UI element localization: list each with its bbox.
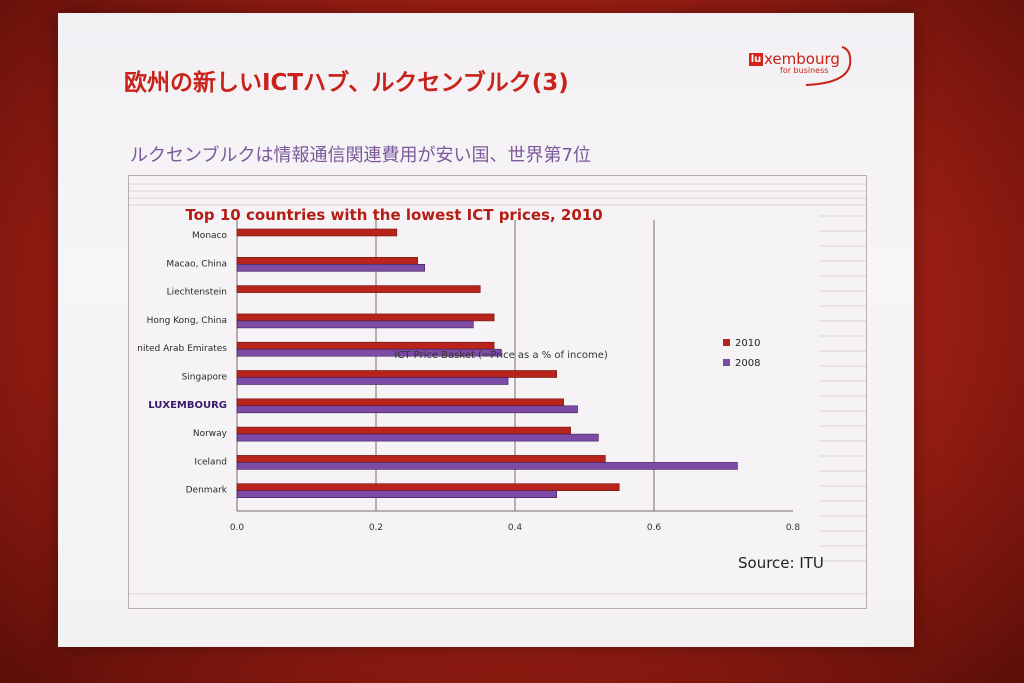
bar-2010 <box>236 228 398 237</box>
logo-swoosh-icon <box>805 46 852 86</box>
bar-2008 <box>236 405 578 414</box>
slide: 欧州の新しいICTハブ、ルクセンブルク(3) lu xembourg for b… <box>58 13 914 647</box>
bar-2010 <box>236 483 620 492</box>
bar-2008 <box>236 433 599 442</box>
bar-2010 <box>236 257 418 265</box>
x-tick-label: 0.6 <box>647 523 662 533</box>
x-tick-label: 0.8 <box>786 523 801 533</box>
x-tick-label: 0.0 <box>230 523 245 533</box>
bar-2008 <box>236 462 738 470</box>
x-tick-label: 0.2 <box>369 523 383 533</box>
bar-2010 <box>236 370 558 378</box>
legend-label: 2010 <box>735 338 760 349</box>
x-tick-label: 0.4 <box>508 523 523 533</box>
bar-2008 <box>236 377 509 385</box>
bar-2010 <box>236 455 606 463</box>
category-label: Singapore <box>182 373 228 383</box>
category-label: Norway <box>193 429 228 439</box>
category-label: Liechtenstein <box>167 288 227 298</box>
bar-2008 <box>236 320 474 329</box>
slide-subtitle: ルクセンブルクは情報通信関連費用が安い国、世界第7位 <box>130 145 591 166</box>
bar-2010 <box>236 426 571 435</box>
logo-badge: lu <box>749 53 763 66</box>
bar-2010 <box>236 398 564 407</box>
category-label: Macao, China <box>166 259 227 269</box>
logo-word: xembourg <box>764 50 840 68</box>
chart-title: Top 10 countries with the lowest ICT pri… <box>185 206 602 224</box>
legend-swatch <box>723 339 730 346</box>
legend-label: 2008 <box>735 358 760 369</box>
bar-2008 <box>236 264 425 272</box>
luxembourg-logo: lu xembourg for business <box>746 43 866 91</box>
category-label: Iceland <box>194 457 227 467</box>
slide-title: 欧州の新しいICTハブ、ルクセンブルク(3) <box>124 70 569 96</box>
bar-chart: Top 10 countries with the lowest ICT pri… <box>129 183 866 595</box>
bar-2008 <box>236 348 502 357</box>
legend-swatch <box>723 359 730 366</box>
category-label: Hong Kong, China <box>147 316 227 326</box>
x-axis-label: ICT Price Basket (=Price as a % of incom… <box>394 350 607 361</box>
logo-subtext: for business <box>780 66 829 75</box>
category-label: LUXEMBOURG <box>148 400 227 411</box>
bar-2010 <box>236 341 495 350</box>
chart-frame: Top 10 countries with the lowest ICT pri… <box>128 175 867 609</box>
bar-2010 <box>236 285 481 293</box>
bar-2008 <box>236 490 558 499</box>
source-note: Source: ITU <box>738 554 824 572</box>
category-label: nited Arab Emirates <box>137 344 227 354</box>
category-label: Monaco <box>192 231 227 241</box>
bar-2010 <box>236 313 495 322</box>
category-label: Denmark <box>186 486 228 496</box>
